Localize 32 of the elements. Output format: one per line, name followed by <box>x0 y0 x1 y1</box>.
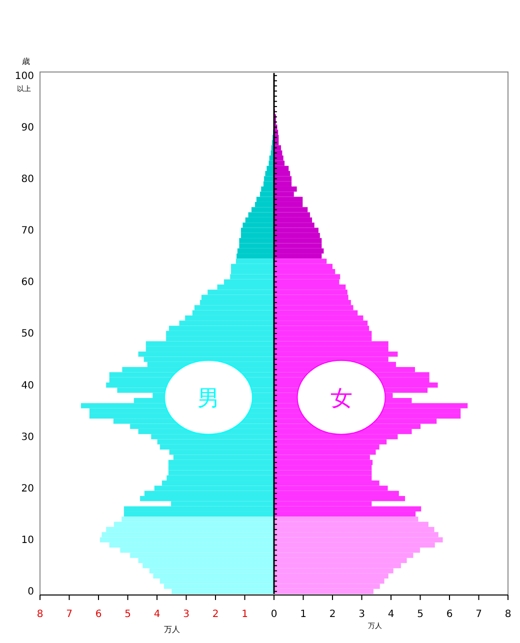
x-tick-label: 4 <box>154 609 160 620</box>
x-tick-label: 2 <box>212 609 219 620</box>
x-tick-label: 0 <box>270 609 278 620</box>
x-axis-title: 万人 <box>164 625 180 634</box>
x-tick-label: 6 <box>446 609 453 620</box>
x-tick-label: 1 <box>242 609 248 620</box>
x-tick-label: 8 <box>504 609 512 620</box>
x-tick-label: 8 <box>36 609 44 620</box>
y-tick-label: 90 <box>21 122 34 134</box>
y-tick-label: 50 <box>21 328 34 340</box>
x-tick-label: 3 <box>358 609 365 620</box>
y-axis-title: 歳 <box>22 57 30 66</box>
y-tick-label: 10 <box>21 535 34 546</box>
x-tick-label: 6 <box>95 609 102 620</box>
x-tick-label: 5 <box>417 609 424 620</box>
series-label: 男 <box>197 386 220 412</box>
x-tick-label: 4 <box>388 609 394 620</box>
y-tick-label: 0 <box>28 586 34 598</box>
y-tick-label: 100 <box>14 70 34 82</box>
x-tick-label: 2 <box>329 609 336 620</box>
x-tick-label: 7 <box>66 609 72 620</box>
y-tick-label: 80 <box>21 174 34 185</box>
series-label: 女 <box>330 386 352 412</box>
x-tick-label: 3 <box>183 609 190 620</box>
y-tick-label: 40 <box>21 380 34 392</box>
x-tick-label: 5 <box>124 609 131 620</box>
y-tick-label: 70 <box>21 226 34 237</box>
x-tick-label: 7 <box>476 609 482 620</box>
y-tick-label: 20 <box>21 483 34 494</box>
y-tick-label: 30 <box>21 432 34 443</box>
x-tick-label: 1 <box>300 609 306 620</box>
y-tick-label: 60 <box>21 277 34 288</box>
